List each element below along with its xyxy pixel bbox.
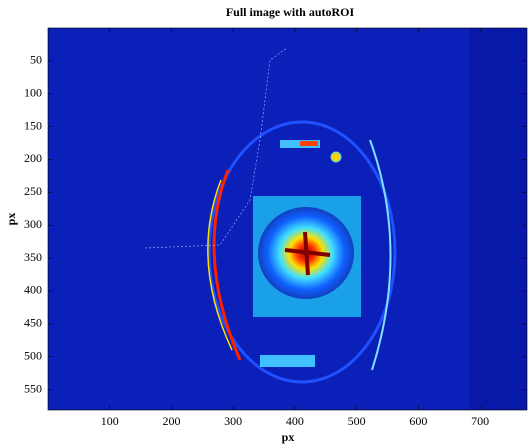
y-tick-label: 100: [24, 85, 42, 99]
x-tick-label: 400: [286, 414, 304, 428]
y-tick-label: 550: [24, 381, 42, 395]
y-tick-label: 50: [30, 53, 42, 67]
y-tick-label: 300: [24, 217, 42, 231]
y-tick-label: 450: [24, 316, 42, 330]
axes-box: [47, 27, 528, 411]
y-tick-label: 200: [24, 151, 42, 165]
x-tick-label: 200: [162, 414, 180, 428]
y-tick-label: 400: [24, 283, 42, 297]
y-tick-label: 150: [24, 118, 42, 132]
y-tick-label: 500: [24, 348, 42, 362]
y-tick-label: 350: [24, 250, 42, 264]
image: [48, 28, 527, 410]
x-axis-label: px: [282, 430, 295, 444]
x-tick-label: 100: [101, 414, 119, 428]
x-tick-label: 500: [348, 414, 366, 428]
x-tick-label: 600: [409, 414, 427, 428]
y-axis-label: px: [4, 213, 18, 226]
x-tick-label: 300: [224, 414, 242, 428]
x-tick-label: 700: [471, 414, 489, 428]
y-tick-label: 250: [24, 184, 42, 198]
chart-title: Full image with autoROI: [226, 5, 355, 19]
